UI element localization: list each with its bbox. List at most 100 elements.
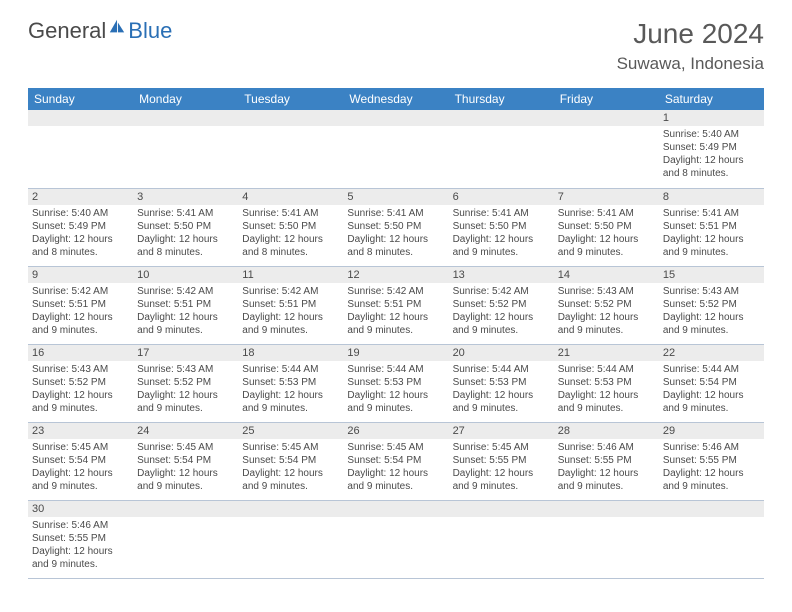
daylight-text: Daylight: 12 hours and 9 minutes.: [453, 233, 550, 259]
calendar-cell: 1Sunrise: 5:40 AMSunset: 5:49 PMDaylight…: [659, 110, 764, 188]
calendar-cell: 25Sunrise: 5:45 AMSunset: 5:54 PMDayligh…: [238, 422, 343, 500]
calendar-cell: 22 Sunrise: 5:44 AMSunset: 5:54 PMDayligh…: [659, 344, 764, 422]
day-number: 11: [238, 267, 343, 283]
day-number: 19: [343, 345, 448, 361]
day-number: 12: [343, 267, 448, 283]
daylight-text: Daylight: 12 hours and 9 minutes.: [32, 389, 129, 415]
calendar-cell: 3Sunrise: 5:41 AMSunset: 5:50 PMDaylight…: [133, 188, 238, 266]
calendar-cell: 26Sunrise: 5:45 AMSunset: 5:54 PMDayligh…: [343, 422, 448, 500]
daylight-text: Daylight: 12 hours and 9 minutes.: [663, 311, 760, 337]
calendar-cell: 29Sunrise: 5:46 AMSunset: 5:55 PMDayligh…: [659, 422, 764, 500]
calendar-cell: 7Sunrise: 5:41 AMSunset: 5:50 PMDaylight…: [554, 188, 659, 266]
sunrise-text: Sunrise: 5:44 AM: [453, 363, 550, 376]
sunrise-text: Sunrise: 5:40 AM: [663, 128, 760, 141]
sunrise-text: Sunrise: 5:45 AM: [137, 441, 234, 454]
sunset-text: Sunset: 5:51 PM: [347, 298, 444, 311]
sunset-text: Sunset: 5:50 PM: [558, 220, 655, 233]
day-number: 23: [28, 423, 133, 439]
day-number: 7: [554, 189, 659, 205]
sunset-text: Sunset: 5:52 PM: [663, 298, 760, 311]
sail-icon: [108, 18, 126, 36]
day-number: 29: [659, 423, 764, 439]
calendar-cell: 14Sunrise: 5:43 AMSunset: 5:52 PMDayligh…: [554, 266, 659, 344]
calendar-cell: 19Sunrise: 5:44 AMSunset: 5:53 PMDayligh…: [343, 344, 448, 422]
calendar-cell: [133, 500, 238, 578]
day-details: Sunrise: 5:41 AMSunset: 5:50 PMDaylight:…: [133, 205, 238, 261]
calendar-cell: 15Sunrise: 5:43 AMSunset: 5:52 PMDayligh…: [659, 266, 764, 344]
sunrise-text: Sunrise: 5:42 AM: [137, 285, 234, 298]
day-number: [238, 501, 343, 517]
day-number: 20: [449, 345, 554, 361]
sunrise-text: Sunrise: 5:43 AM: [32, 363, 129, 376]
sunset-text: Sunset: 5:53 PM: [453, 376, 550, 389]
logo-text-general: General: [28, 18, 106, 44]
day-header: Thursday: [449, 88, 554, 110]
calendar-cell: 21Sunrise: 5:44 AMSunset: 5:53 PMDayligh…: [554, 344, 659, 422]
day-number: 8: [659, 189, 764, 205]
day-details: Sunrise: 5:45 AMSunset: 5:54 PMDaylight:…: [133, 439, 238, 495]
calendar-cell: 20Sunrise: 5:44 AMSunset: 5:53 PMDayligh…: [449, 344, 554, 422]
sunset-text: Sunset: 5:50 PM: [347, 220, 444, 233]
day-number: 22: [659, 345, 764, 361]
calendar-week-row: 30Sunrise: 5:46 AMSunset: 5:55 PMDayligh…: [28, 500, 764, 578]
sunset-text: Sunset: 5:50 PM: [242, 220, 339, 233]
day-number: 28: [554, 423, 659, 439]
day-number: 10: [133, 267, 238, 283]
calendar-table: Sunday Monday Tuesday Wednesday Thursday…: [28, 88, 764, 579]
day-details: Sunrise: 5:41 AMSunset: 5:50 PMDaylight:…: [238, 205, 343, 261]
day-number: [659, 501, 764, 517]
calendar-cell: [133, 110, 238, 188]
day-details: Sunrise: 5:46 AMSunset: 5:55 PMDaylight:…: [554, 439, 659, 495]
sunrise-text: Sunrise: 5:46 AM: [32, 519, 129, 532]
sunset-text: Sunset: 5:51 PM: [663, 220, 760, 233]
calendar-cell: 13Sunrise: 5:42 AMSunset: 5:52 PMDayligh…: [449, 266, 554, 344]
calendar-cell: 18Sunrise: 5:44 AMSunset: 5:53 PMDayligh…: [238, 344, 343, 422]
calendar-cell: 4Sunrise: 5:41 AMSunset: 5:50 PMDaylight…: [238, 188, 343, 266]
daylight-text: Daylight: 12 hours and 9 minutes.: [242, 311, 339, 337]
daylight-text: Daylight: 12 hours and 9 minutes.: [32, 311, 129, 337]
daylight-text: Daylight: 12 hours and 9 minutes.: [347, 311, 444, 337]
day-details: Sunrise: 5:42 AMSunset: 5:51 PMDaylight:…: [343, 283, 448, 339]
sunrise-text: Sunrise: 5:41 AM: [242, 207, 339, 220]
sunset-text: Sunset: 5:54 PM: [347, 454, 444, 467]
daylight-text: Daylight: 12 hours and 9 minutes.: [453, 311, 550, 337]
day-details: Sunrise: 5:42 AMSunset: 5:51 PMDaylight:…: [238, 283, 343, 339]
calendar-cell: 16Sunrise: 5:43 AMSunset: 5:52 PMDayligh…: [28, 344, 133, 422]
day-number: 17: [133, 345, 238, 361]
day-number: 15: [659, 267, 764, 283]
sunset-text: Sunset: 5:54 PM: [137, 454, 234, 467]
day-number: 24: [133, 423, 238, 439]
day-details: Sunrise: 5:45 AMSunset: 5:54 PMDaylight:…: [28, 439, 133, 495]
sunset-text: Sunset: 5:52 PM: [137, 376, 234, 389]
daylight-text: Daylight: 12 hours and 8 minutes.: [663, 154, 760, 180]
day-details: Sunrise: 5:45 AMSunset: 5:54 PMDaylight:…: [343, 439, 448, 495]
daylight-text: Daylight: 12 hours and 9 minutes.: [347, 389, 444, 415]
day-details: Sunrise: 5:44 AMSunset: 5:53 PMDaylight:…: [449, 361, 554, 417]
sunset-text: Sunset: 5:53 PM: [242, 376, 339, 389]
sunrise-text: Sunrise: 5:41 AM: [347, 207, 444, 220]
day-number: [343, 501, 448, 517]
calendar-cell: 6Sunrise: 5:41 AMSunset: 5:50 PMDaylight…: [449, 188, 554, 266]
daylight-text: Daylight: 12 hours and 9 minutes.: [663, 467, 760, 493]
day-details: Sunrise: 5:44 AMSunset: 5:53 PMDaylight:…: [238, 361, 343, 417]
calendar-cell: 24Sunrise: 5:45 AMSunset: 5:54 PMDayligh…: [133, 422, 238, 500]
day-header: Tuesday: [238, 88, 343, 110]
daylight-text: Daylight: 12 hours and 9 minutes.: [558, 389, 655, 415]
day-header: Monday: [133, 88, 238, 110]
calendar-cell: 30Sunrise: 5:46 AMSunset: 5:55 PMDayligh…: [28, 500, 133, 578]
calendar-cell: 17Sunrise: 5:43 AMSunset: 5:52 PMDayligh…: [133, 344, 238, 422]
sunset-text: Sunset: 5:53 PM: [347, 376, 444, 389]
calendar-week-row: 1Sunrise: 5:40 AMSunset: 5:49 PMDaylight…: [28, 110, 764, 188]
sunset-text: Sunset: 5:52 PM: [32, 376, 129, 389]
day-number: 26: [343, 423, 448, 439]
sunrise-text: Sunrise: 5:44 AM: [663, 363, 760, 376]
calendar-cell: [449, 500, 554, 578]
day-details: Sunrise: 5:42 AMSunset: 5:52 PMDaylight:…: [449, 283, 554, 339]
day-details: Sunrise: 5:46 AMSunset: 5:55 PMDaylight:…: [659, 439, 764, 495]
day-number: 5: [343, 189, 448, 205]
sunset-text: Sunset: 5:54 PM: [663, 376, 760, 389]
month-title: June 2024: [617, 18, 764, 50]
daylight-text: Daylight: 12 hours and 9 minutes.: [663, 389, 760, 415]
day-details: Sunrise: 5:41 AMSunset: 5:50 PMDaylight:…: [449, 205, 554, 261]
logo-text-blue: Blue: [128, 18, 172, 44]
